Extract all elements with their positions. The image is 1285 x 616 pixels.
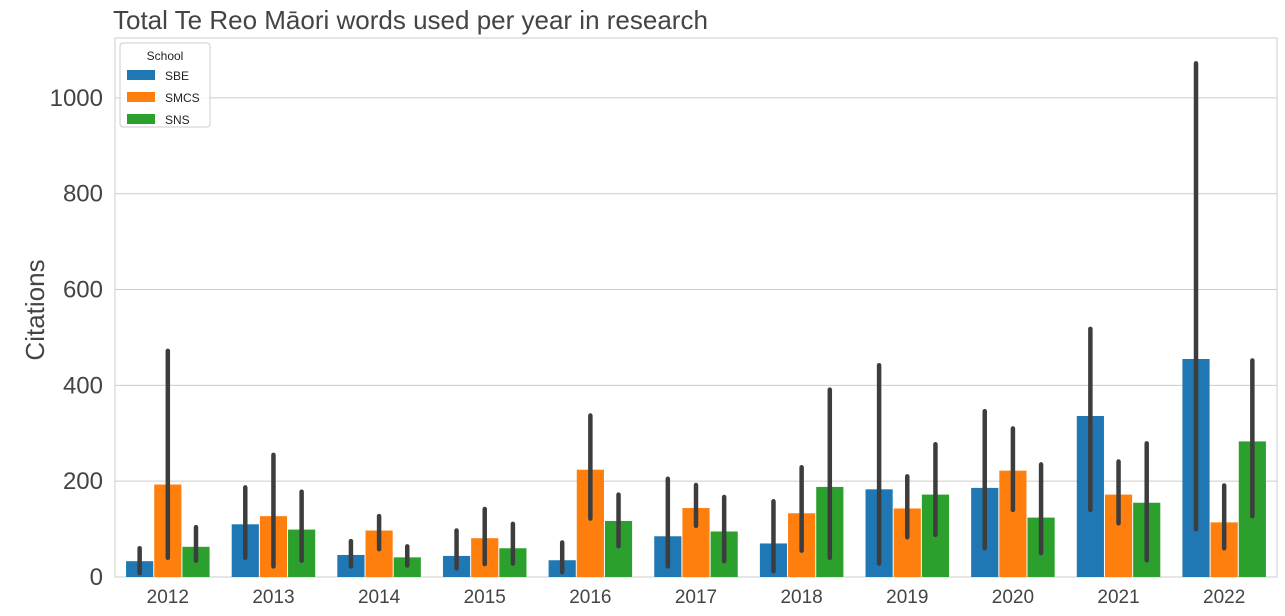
legend-swatch-smcs: [127, 92, 155, 102]
x-tick-label: 2015: [464, 587, 506, 608]
legend-entries: SBE SMCS SNS: [127, 69, 200, 127]
legend-swatch-sbe: [127, 70, 155, 80]
legend-label-sbe: SBE: [165, 69, 189, 83]
legend-title: School: [147, 49, 184, 63]
y-axis-label: Citations: [20, 259, 50, 360]
bars: [126, 359, 1266, 577]
legend-label-smcs: SMCS: [165, 91, 200, 105]
x-tick-label: 2013: [252, 587, 294, 608]
x-tick-label: 2018: [780, 587, 822, 608]
x-tick-label: 2017: [675, 587, 717, 608]
legend: School SBE SMCS SNS: [119, 42, 211, 128]
y-tick-label: 200: [63, 468, 103, 495]
legend-label-sns: SNS: [165, 113, 190, 127]
x-tick-label: 2016: [569, 587, 611, 608]
x-tick-label: 2022: [1203, 587, 1245, 608]
x-tick-label: 2019: [886, 587, 928, 608]
y-tick-label: 600: [63, 277, 103, 304]
chart-title: Total Te Reo Māori words used per year i…: [113, 5, 708, 35]
y-tick-label: 1000: [50, 85, 103, 112]
error-bars: [137, 61, 1255, 576]
legend-swatch-sns: [127, 114, 155, 124]
x-tick-label: 2014: [358, 587, 401, 608]
y-tick-label: 400: [63, 372, 103, 399]
x-tick-label: 2012: [147, 587, 189, 608]
y-tick-labels: 0 200 400 600 800 1000: [50, 85, 103, 591]
y-tick-label: 0: [90, 564, 103, 591]
x-tick-label: 2020: [992, 587, 1034, 608]
x-tick-label: 2021: [1097, 587, 1139, 608]
legend-frame: [119, 42, 211, 128]
x-tick-labels: 2012 2013 2014 2015 2016 2017 2018 2019 2020 2021…: [147, 587, 1246, 608]
y-tick-label: 800: [63, 181, 103, 208]
